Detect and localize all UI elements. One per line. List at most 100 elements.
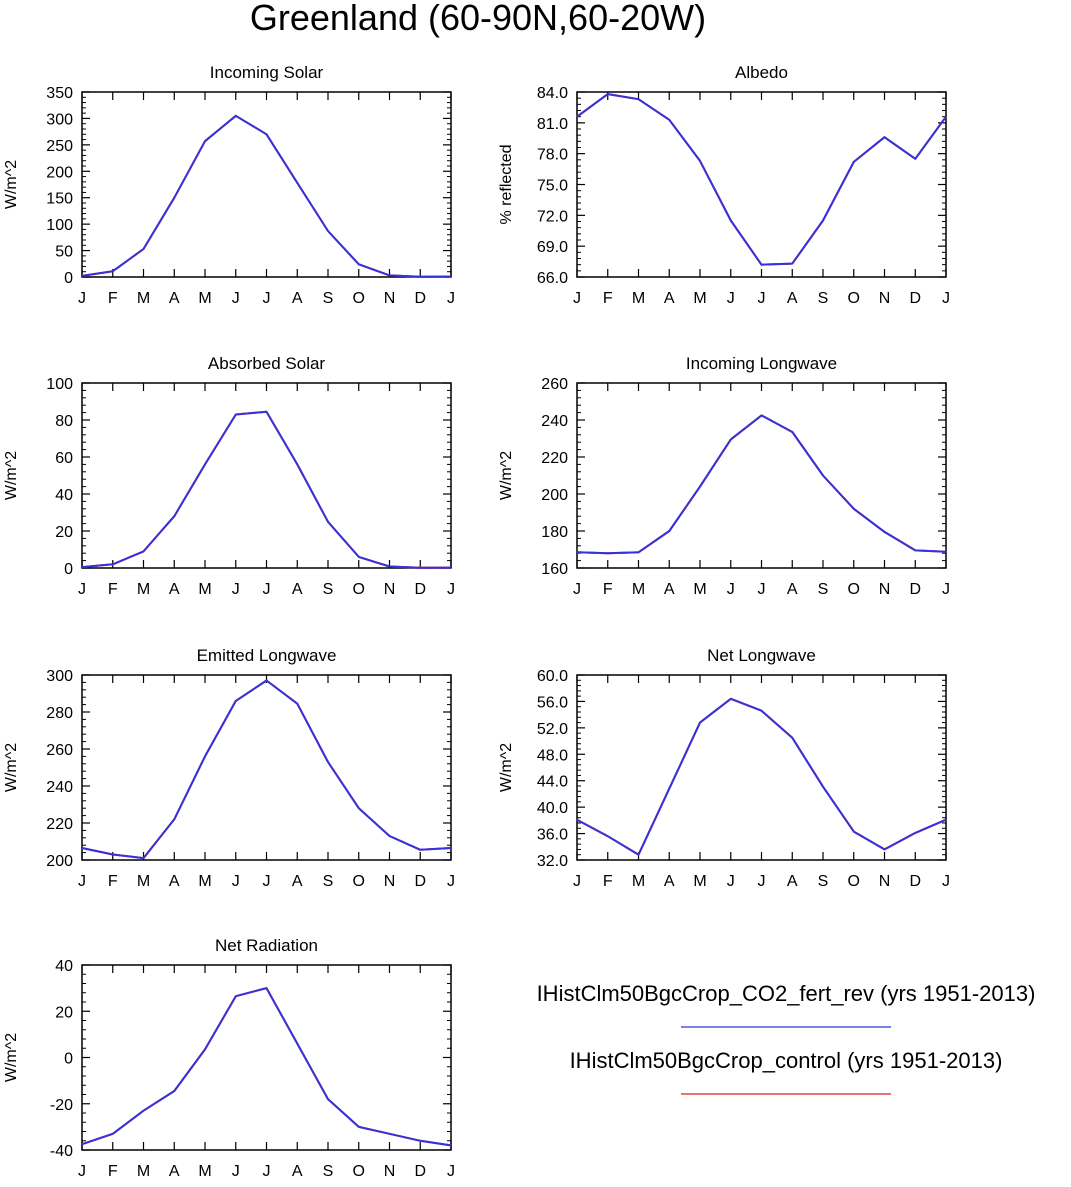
x-tick-label: J xyxy=(942,290,950,307)
y-axis-label: W/m^2 xyxy=(3,451,20,500)
x-tick-label: M xyxy=(137,873,150,890)
x-tick-label: J xyxy=(758,581,766,598)
y-tick-label: 200 xyxy=(46,853,73,870)
x-tick-label: D xyxy=(414,581,426,598)
y-tick-label: 80 xyxy=(55,413,73,430)
y-tick-label: 81.0 xyxy=(537,116,568,133)
x-tick-label: A xyxy=(169,290,180,307)
x-tick-label: O xyxy=(353,873,365,890)
y-tick-label: 20 xyxy=(55,1004,73,1021)
series-line-1 xyxy=(576,414,947,555)
x-tick-label: N xyxy=(384,581,396,598)
y-tick-label: 48.0 xyxy=(537,747,568,764)
y-axis-label: W/m^2 xyxy=(3,1033,20,1082)
x-tick-label: N xyxy=(879,873,891,890)
x-tick-label: J xyxy=(942,581,950,598)
x-tick-label: J xyxy=(232,581,240,598)
x-tick-label: A xyxy=(169,873,180,890)
x-tick-label: A xyxy=(292,873,303,890)
y-tick-label: 240 xyxy=(541,413,568,430)
y-tick-label: 220 xyxy=(46,816,73,833)
y-tick-label: 100 xyxy=(46,376,73,393)
y-tick-label: -40 xyxy=(50,1143,73,1160)
y-tick-label: 100 xyxy=(46,217,73,234)
y-tick-label: 0 xyxy=(64,1051,73,1068)
panel-2: Absorbed Solar W/m^2 0 20 40 60 80 100 J F M A M J J A S… xyxy=(3,354,455,598)
x-tick-label: J xyxy=(447,1163,455,1180)
x-tick-label: N xyxy=(879,581,891,598)
series-line-0 xyxy=(81,987,452,1147)
y-tick-label: 180 xyxy=(541,524,568,541)
y-tick-label: 300 xyxy=(46,668,73,685)
y-axis-label: W/m^2 xyxy=(498,451,515,500)
panel-4: Emitted Longwave W/m^2 200 220 240 260 280 300 J… xyxy=(3,646,455,890)
y-tick-label: 69.0 xyxy=(537,239,568,256)
x-tick-label: J xyxy=(263,1163,271,1180)
x-tick-label: M xyxy=(632,873,645,890)
panel-3: Incoming Longwave W/m^2 160 180 200 220 240 260… xyxy=(498,354,950,598)
x-tick-label: O xyxy=(848,873,860,890)
panel-5: Net Longwave W/m^2 32.0 36.0 40.0 44.0 48.0 52.… xyxy=(498,646,950,890)
x-tick-label: J xyxy=(78,873,86,890)
x-tick-label: J xyxy=(447,290,455,307)
y-tick-label: 350 xyxy=(46,85,73,102)
x-tick-label: J xyxy=(942,873,950,890)
x-tick-label: J xyxy=(447,873,455,890)
y-tick-label: 60 xyxy=(55,450,73,467)
x-tick-label: J xyxy=(727,581,735,598)
x-tick-label: F xyxy=(108,290,118,307)
x-tick-label: J xyxy=(78,581,86,598)
panels: Incoming SolarW/m^2050100150200250300350… xyxy=(3,63,950,1180)
series-line-0 xyxy=(576,93,947,266)
x-tick-label: A xyxy=(169,581,180,598)
series-line-1 xyxy=(81,987,452,1147)
series-line-0 xyxy=(81,679,452,860)
series-line-0 xyxy=(576,414,947,555)
x-tick-label: J xyxy=(232,873,240,890)
y-tick-label: 150 xyxy=(46,191,73,208)
y-tick-label: 0 xyxy=(64,270,73,287)
series-line-1 xyxy=(81,114,452,278)
x-tick-label: M xyxy=(693,290,706,307)
x-tick-label: J xyxy=(78,1163,86,1180)
x-tick-label: A xyxy=(292,581,303,598)
y-tick-label: 240 xyxy=(46,779,73,796)
y-tick-label: 56.0 xyxy=(537,694,568,711)
x-tick-label: M xyxy=(693,581,706,598)
x-tick-label: M xyxy=(632,581,645,598)
x-tick-label: S xyxy=(818,873,829,890)
x-tick-label: O xyxy=(848,290,860,307)
x-tick-label: F xyxy=(108,1163,118,1180)
x-tick-label: A xyxy=(664,873,675,890)
y-tick-label: 44.0 xyxy=(537,774,568,791)
x-tick-label: D xyxy=(414,873,426,890)
plot-frame xyxy=(81,964,452,1151)
y-tick-label: -20 xyxy=(50,1097,73,1114)
x-tick-label: J xyxy=(758,290,766,307)
panel-title: Incoming Longwave xyxy=(686,354,837,373)
x-tick-label: J xyxy=(573,290,581,307)
series-line-0 xyxy=(81,410,452,569)
x-tick-label: M xyxy=(693,873,706,890)
y-tick-label: 260 xyxy=(46,742,73,759)
x-tick-label: A xyxy=(664,290,675,307)
x-tick-label: S xyxy=(323,581,334,598)
y-tick-label: 300 xyxy=(46,111,73,128)
x-tick-label: J xyxy=(232,1163,240,1180)
x-tick-label: D xyxy=(414,1163,426,1180)
y-tick-label: 200 xyxy=(541,487,568,504)
x-tick-label: A xyxy=(787,290,798,307)
x-tick-label: J xyxy=(573,873,581,890)
panel-title: Net Longwave xyxy=(707,646,816,665)
x-tick-label: S xyxy=(323,290,334,307)
legend: IHistClm50BgcCrop_CO2_fert_rev (yrs 1951… xyxy=(537,981,1035,1095)
series-line-1 xyxy=(576,697,947,856)
panel-title: Net Radiation xyxy=(215,936,318,955)
x-tick-label: A xyxy=(664,581,675,598)
x-tick-label: F xyxy=(603,873,613,890)
x-tick-label: S xyxy=(323,1163,334,1180)
x-tick-label: F xyxy=(603,290,613,307)
plot-frame xyxy=(576,382,947,569)
x-tick-label: M xyxy=(137,581,150,598)
